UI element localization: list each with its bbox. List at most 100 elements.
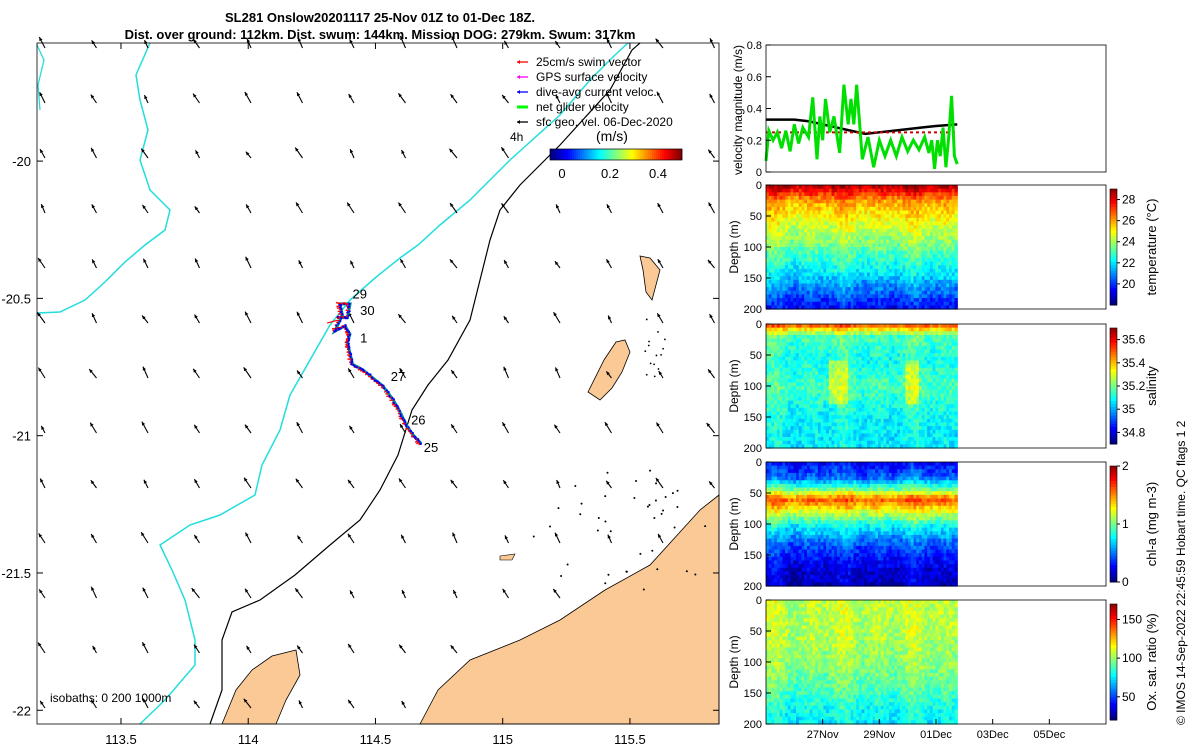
heatmap-cell	[935, 228, 939, 234]
heatmap-cell	[796, 247, 800, 252]
heatmap-cell	[839, 257, 844, 263]
heatmap-cell	[875, 214, 879, 219]
heatmap-cell	[932, 305, 936, 310]
heatmap-cell	[790, 294, 794, 299]
heatmap-cell	[831, 272, 835, 277]
heatmap-cell	[910, 221, 915, 226]
heatmap-cell	[823, 199, 827, 204]
heatmap-cell	[768, 272, 773, 277]
heatmap-cell	[951, 236, 956, 241]
heatmap-cell	[793, 206, 797, 212]
heatmap-cell	[927, 283, 931, 288]
heatmap-cell	[850, 276, 855, 281]
heatmap-cell	[845, 276, 849, 281]
heatmap-cell	[910, 228, 915, 234]
barrow-island	[587, 339, 631, 401]
map-colorbar-label: (m/s)	[596, 128, 628, 144]
heatmap-cell	[858, 250, 863, 255]
heatmap-cell	[894, 243, 898, 248]
heatmap-cell	[883, 239, 887, 244]
islet-dot	[671, 492, 674, 495]
colorbar-cell	[1110, 197, 1117, 202]
heatmap-cell	[913, 257, 917, 263]
current-arrowhead	[349, 39, 353, 44]
heatmap-cell	[924, 294, 928, 299]
heatmap-cell	[878, 287, 882, 292]
heatmap-cell	[886, 276, 890, 281]
heatmap-cell	[798, 268, 803, 274]
heatmap-cell	[831, 301, 835, 306]
heatmap-cell	[850, 247, 855, 252]
heatmap-cell	[798, 221, 803, 226]
heatmap-cell	[815, 301, 819, 306]
heatmap-cell	[793, 276, 797, 281]
dive-avg-current	[403, 418, 406, 422]
heatmap-cell	[921, 217, 926, 223]
heatmap-cell	[776, 298, 781, 303]
heatmap-cell	[826, 243, 830, 248]
heatmap-cell	[908, 279, 912, 285]
heatmap-cell	[806, 192, 811, 197]
heatmap-cell	[946, 192, 950, 197]
legend-entry: net glider velocity	[536, 100, 629, 114]
heatmap-cell	[768, 188, 773, 193]
heatmap-cell	[891, 214, 896, 219]
current-arrowhead	[399, 368, 404, 373]
heatmap-cell	[897, 239, 901, 244]
heatmap-cell	[891, 203, 896, 208]
heatmap-cell	[940, 243, 945, 248]
heatmap-cell	[793, 272, 797, 277]
heatmap-cell	[869, 217, 874, 223]
heatmap-cell	[776, 250, 781, 255]
colorbar-cell	[1110, 296, 1117, 300]
heatmap-cell	[837, 199, 841, 204]
heatmap-cell	[940, 214, 945, 219]
heatmap-cell	[929, 199, 934, 204]
heatmap-cell	[796, 192, 800, 197]
heatmap-cell	[806, 239, 811, 244]
heatmap-cell	[768, 239, 773, 244]
heatmap-cell	[831, 185, 835, 190]
heatmap-cell	[809, 221, 814, 226]
heatmap-cell	[809, 203, 814, 208]
heatmap-cell	[864, 221, 868, 226]
heatmap-cell	[776, 185, 781, 190]
heatmap-cell	[891, 261, 896, 266]
heatmap-cell	[806, 287, 811, 292]
heatmap-cell	[798, 298, 803, 303]
heatmap-cell	[891, 232, 896, 237]
heatmap-cell	[815, 272, 819, 277]
heatmap-cell	[826, 265, 830, 270]
heatmap-cell	[869, 195, 874, 201]
heatmap-cell	[823, 239, 827, 244]
heatmap-cell	[910, 217, 915, 223]
heatmap-cell	[919, 221, 923, 226]
dive-avg-current	[411, 431, 414, 435]
heatmap-cell	[902, 239, 906, 244]
heatmap-cell	[954, 301, 958, 306]
heatmap-cell	[949, 247, 953, 252]
heatmap-cell	[897, 199, 901, 204]
heatmap-cell	[899, 199, 904, 204]
islet-dot	[648, 340, 650, 343]
heatmap-cell	[927, 265, 931, 270]
heatmap-cell	[891, 254, 896, 259]
heatmap-cell	[910, 232, 915, 237]
heatmap-cell	[837, 247, 841, 252]
heatmap-cell	[817, 221, 822, 226]
colorbar-cell	[562, 149, 565, 160]
heatmap-cell	[913, 294, 917, 299]
heatmap-cell	[804, 236, 808, 241]
heatmap-cell	[774, 195, 778, 201]
heatmap-cell	[872, 199, 876, 204]
heatmap-cell	[946, 214, 950, 219]
heatmap-cell	[878, 192, 882, 197]
heatmap-cell	[894, 305, 898, 310]
heatmap-cell	[938, 214, 942, 219]
heatmap-cell	[905, 195, 909, 201]
heatmap-cell	[919, 243, 923, 248]
heatmap-cell	[954, 236, 958, 241]
heatmap-cell	[919, 257, 923, 263]
heatmap-cell	[872, 272, 876, 277]
heatmap-cell	[820, 236, 824, 241]
